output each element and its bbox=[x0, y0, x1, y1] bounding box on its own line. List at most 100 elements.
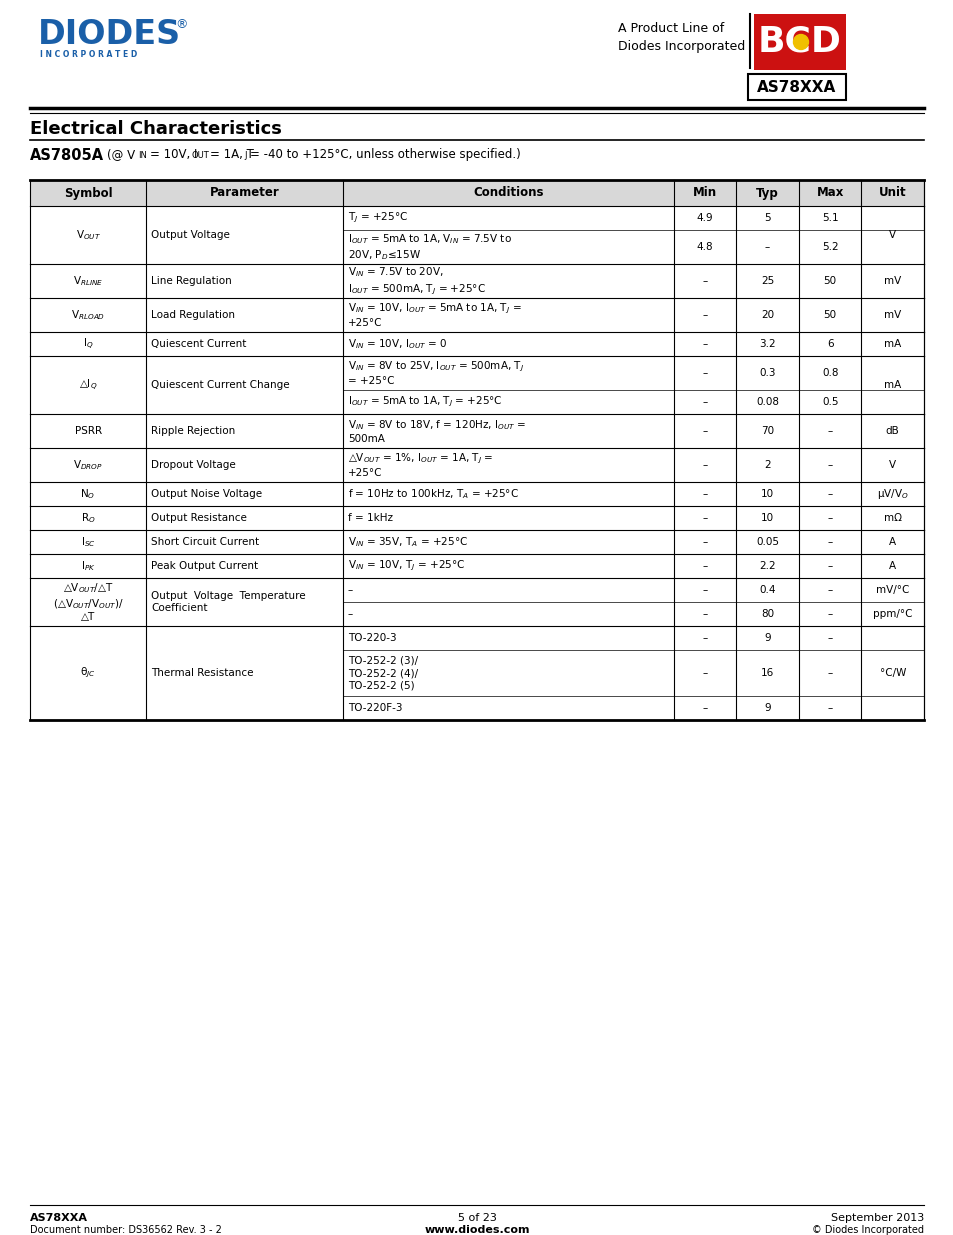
Text: –: – bbox=[701, 668, 707, 678]
Text: AS78XXA: AS78XXA bbox=[30, 1213, 88, 1223]
Text: –: – bbox=[826, 426, 832, 436]
Text: △I$_Q$: △I$_Q$ bbox=[79, 378, 97, 393]
Text: f = 1kHz: f = 1kHz bbox=[348, 513, 393, 522]
Text: –: – bbox=[764, 242, 769, 252]
Text: –: – bbox=[826, 668, 832, 678]
Text: Min: Min bbox=[692, 186, 717, 200]
Text: A: A bbox=[888, 537, 895, 547]
Text: –: – bbox=[701, 537, 707, 547]
Text: –: – bbox=[826, 703, 832, 713]
Text: 9: 9 bbox=[763, 634, 770, 643]
Text: μV/V$_O$: μV/V$_O$ bbox=[876, 487, 907, 501]
Text: A Product Line of: A Product Line of bbox=[618, 22, 723, 35]
Text: 0.5: 0.5 bbox=[821, 396, 838, 408]
Text: I$_{OUT}$ = 5mA to 1A, T$_J$ = +25°C: I$_{OUT}$ = 5mA to 1A, T$_J$ = +25°C bbox=[348, 395, 502, 409]
Text: September 2013: September 2013 bbox=[830, 1213, 923, 1223]
Text: 5: 5 bbox=[763, 212, 770, 224]
Text: I$_{OUT}$ = 5mA to 1A, V$_{IN}$ = 7.5V to
20V, P$_D$≤15W: I$_{OUT}$ = 5mA to 1A, V$_{IN}$ = 7.5V t… bbox=[348, 232, 511, 262]
Text: V$_{RLOAD}$: V$_{RLOAD}$ bbox=[71, 308, 105, 322]
Text: –: – bbox=[701, 489, 707, 499]
Text: –: – bbox=[826, 609, 832, 619]
Text: V$_{IN}$ = 10V, I$_{OUT}$ = 0: V$_{IN}$ = 10V, I$_{OUT}$ = 0 bbox=[348, 337, 447, 351]
Text: mV: mV bbox=[883, 310, 901, 320]
Bar bbox=[753, 14, 845, 70]
Text: 70: 70 bbox=[760, 426, 773, 436]
Text: Symbol: Symbol bbox=[64, 186, 112, 200]
Text: Parameter: Parameter bbox=[210, 186, 279, 200]
Text: –: – bbox=[348, 585, 353, 595]
Text: V: V bbox=[888, 459, 895, 471]
Text: © Diodes Incorporated: © Diodes Incorporated bbox=[811, 1225, 923, 1235]
Text: 80: 80 bbox=[760, 609, 773, 619]
Text: –: – bbox=[701, 585, 707, 595]
Text: 9: 9 bbox=[763, 703, 770, 713]
Text: = -40 to +125°C, unless otherwise specified.): = -40 to +125°C, unless otherwise specif… bbox=[250, 148, 520, 161]
Text: –: – bbox=[826, 634, 832, 643]
Text: www.diodes.com: www.diodes.com bbox=[424, 1225, 529, 1235]
Text: –: – bbox=[701, 513, 707, 522]
Text: AS7805A: AS7805A bbox=[30, 148, 104, 163]
Text: –: – bbox=[701, 561, 707, 571]
Text: Load Regulation: Load Regulation bbox=[152, 310, 235, 320]
Text: –: – bbox=[826, 513, 832, 522]
Text: Output Resistance: Output Resistance bbox=[152, 513, 247, 522]
Text: Peak Output Current: Peak Output Current bbox=[152, 561, 258, 571]
Text: V$_{DROP}$: V$_{DROP}$ bbox=[73, 458, 103, 472]
Text: I N C O R P O R A T E D: I N C O R P O R A T E D bbox=[40, 49, 137, 59]
Text: T$_J$ = +25°C: T$_J$ = +25°C bbox=[348, 211, 408, 225]
Text: 10: 10 bbox=[760, 489, 773, 499]
Text: I$_{PK}$: I$_{PK}$ bbox=[81, 559, 95, 573]
Text: △V$_{OUT}$/△T
(△V$_{OUT}$/V$_{OUT}$)/
△T: △V$_{OUT}$/△T (△V$_{OUT}$/V$_{OUT}$)/ △T bbox=[52, 582, 124, 622]
Text: mV/°C: mV/°C bbox=[875, 585, 908, 595]
Text: = 1A, T: = 1A, T bbox=[210, 148, 253, 161]
Text: mA: mA bbox=[883, 380, 901, 390]
Text: Dropout Voltage: Dropout Voltage bbox=[152, 459, 235, 471]
Text: –: – bbox=[701, 338, 707, 350]
Text: θ$_{JC}$: θ$_{JC}$ bbox=[80, 666, 96, 680]
Text: TO-220-3: TO-220-3 bbox=[348, 634, 396, 643]
Text: Max: Max bbox=[816, 186, 843, 200]
Text: PSRR: PSRR bbox=[74, 426, 102, 436]
Text: 50: 50 bbox=[822, 310, 836, 320]
Text: Output Voltage: Output Voltage bbox=[152, 230, 230, 240]
Text: △V$_{OUT}$ = 1%, I$_{OUT}$ = 1A, T$_J$ =
+25°C: △V$_{OUT}$ = 1%, I$_{OUT}$ = 1A, T$_J$ =… bbox=[348, 452, 493, 478]
Text: 5.2: 5.2 bbox=[821, 242, 838, 252]
Text: Quiescent Current Change: Quiescent Current Change bbox=[152, 380, 290, 390]
Circle shape bbox=[793, 35, 807, 49]
Text: –: – bbox=[701, 426, 707, 436]
Text: R$_O$: R$_O$ bbox=[81, 511, 95, 525]
Text: –: – bbox=[701, 275, 707, 287]
Text: I$_Q$: I$_Q$ bbox=[83, 336, 93, 352]
Text: (@ V: (@ V bbox=[107, 148, 135, 161]
Text: 2.2: 2.2 bbox=[759, 561, 775, 571]
Text: TO-252-2 (3)/
TO-252-2 (4)/
TO-252-2 (5): TO-252-2 (3)/ TO-252-2 (4)/ TO-252-2 (5) bbox=[348, 656, 417, 690]
Text: –: – bbox=[348, 609, 353, 619]
Text: mΩ: mΩ bbox=[882, 513, 901, 522]
Text: Line Regulation: Line Regulation bbox=[152, 275, 232, 287]
Text: 4.8: 4.8 bbox=[696, 242, 713, 252]
Text: I$_{SC}$: I$_{SC}$ bbox=[81, 535, 95, 548]
Text: 10: 10 bbox=[760, 513, 773, 522]
Text: DIODES: DIODES bbox=[38, 19, 181, 51]
Text: V$_{IN}$ = 8V to 18V, f = 120Hz, I$_{OUT}$ =
500mA: V$_{IN}$ = 8V to 18V, f = 120Hz, I$_{OUT… bbox=[348, 417, 526, 445]
Text: 6: 6 bbox=[826, 338, 833, 350]
Text: J: J bbox=[244, 151, 246, 161]
Text: V$_{OUT}$: V$_{OUT}$ bbox=[75, 228, 101, 242]
Text: –: – bbox=[826, 489, 832, 499]
Text: Typ: Typ bbox=[756, 186, 778, 200]
Text: ppm/°C: ppm/°C bbox=[872, 609, 911, 619]
Text: 5.1: 5.1 bbox=[821, 212, 838, 224]
Text: TO-220F-3: TO-220F-3 bbox=[348, 703, 402, 713]
Text: f = 10Hz to 100kHz, T$_A$ = +25°C: f = 10Hz to 100kHz, T$_A$ = +25°C bbox=[348, 487, 518, 501]
Text: V: V bbox=[888, 230, 895, 240]
Text: 20: 20 bbox=[760, 310, 773, 320]
Text: AS78XXA: AS78XXA bbox=[757, 79, 836, 95]
Text: Short Circuit Current: Short Circuit Current bbox=[152, 537, 259, 547]
Text: Diodes Incorporated: Diodes Incorporated bbox=[618, 40, 744, 53]
Text: –: – bbox=[701, 634, 707, 643]
Text: –: – bbox=[826, 537, 832, 547]
Text: 50: 50 bbox=[822, 275, 836, 287]
Text: –: – bbox=[701, 459, 707, 471]
Text: Thermal Resistance: Thermal Resistance bbox=[152, 668, 253, 678]
Text: N$_O$: N$_O$ bbox=[80, 487, 95, 501]
